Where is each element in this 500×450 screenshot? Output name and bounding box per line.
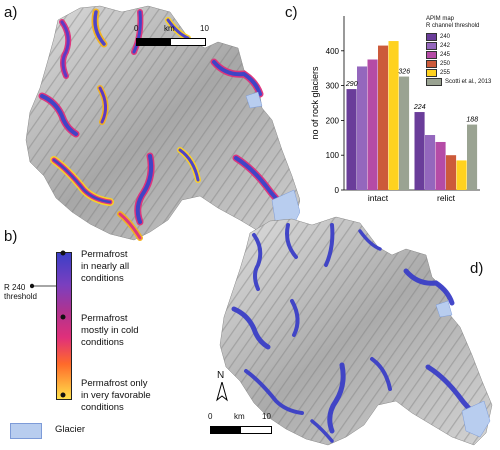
scale-bottom-max: 10 [262, 412, 271, 421]
bar-intact-255 [388, 41, 399, 190]
bar-relict-250 [446, 155, 457, 190]
x-tick-label-relict: relict [437, 193, 456, 203]
glacier-label: Glacier [55, 424, 86, 435]
bar-intact-250 [378, 45, 389, 190]
bar-intact-242 [357, 66, 368, 190]
bar-relict-255 [456, 160, 467, 190]
x-tick-label-intact: intact [368, 193, 389, 203]
y-tick-label: 300 [326, 82, 340, 91]
legend-swatch-scotti [426, 78, 442, 86]
panel-label-c: c) [285, 4, 298, 21]
data-label-intact-last: 326 [398, 69, 410, 76]
panel-label-d: d) [470, 260, 484, 277]
legend-label-scotti: Scotti et al., 2013 [445, 78, 492, 85]
bar-relict-240 [414, 112, 425, 190]
legend-label-255: 255 [440, 69, 451, 76]
map-a [25, 5, 300, 241]
scale-bottom-zero: 0 [208, 412, 213, 421]
bar-relict-245 [435, 141, 446, 190]
legend-swatch-245 [426, 51, 437, 59]
scale-top-max: 10 [200, 24, 209, 33]
y-tick-label: 400 [326, 47, 340, 56]
legend-item-255: 255 [426, 69, 450, 77]
legend-label-250: 250 [440, 60, 451, 67]
legend-swatch-242 [426, 42, 437, 50]
y-tick-label: 100 [326, 151, 340, 160]
data-label-relict-first: 224 [413, 104, 426, 111]
legend-swatch-250 [426, 60, 437, 68]
chart-legend-title: APIM map R channel threshold [426, 16, 480, 29]
chart-legend: APIM map R channel threshold 240 242 245… [426, 16, 500, 128]
scale-bar-top: 0 km 10 [134, 24, 209, 48]
scale-top-zero: 0 [134, 24, 139, 33]
panel-label-a: a) [4, 4, 18, 21]
legend-item-240: 240 [426, 33, 450, 41]
bar-relict-Scotti [467, 124, 478, 190]
legend-swatch-255 [426, 69, 437, 77]
map-d-glaciers [435, 300, 491, 438]
bar-intact-245 [367, 59, 378, 190]
map-d [219, 216, 493, 446]
legend-label-245: 245 [440, 51, 451, 58]
legend-label-242: 242 [440, 42, 451, 49]
data-label-relict-last: 188 [466, 117, 478, 124]
permafrost-cold-label: Permafrost mostly in cold conditions [81, 313, 139, 348]
legend-label-240: 240 [440, 33, 451, 40]
permafrost-favorable-label: Permafrost only in very favorable condit… [81, 378, 151, 413]
north-arrow-label: N [217, 370, 225, 381]
legend-item-scotti: Scotti et al., 2013 [426, 78, 491, 86]
scale-bar-bottom: 0 km 10 [208, 412, 282, 438]
y-tick-label: 0 [335, 186, 340, 195]
north-arrow: N [212, 370, 232, 404]
map-d-permafrost [231, 223, 485, 443]
legend-item-245: 245 [426, 51, 450, 59]
legend-item-242: 242 [426, 42, 450, 50]
y-tick-label: 200 [326, 116, 340, 125]
legend-swatch-240 [426, 33, 437, 41]
colorbar-markers [30, 250, 66, 398]
data-label-intact-first: 290 [345, 81, 358, 88]
scale-top-unit: km [164, 24, 175, 33]
bar-intact-240 [346, 89, 357, 190]
bar-intact-Scotti [399, 76, 410, 190]
north-arrow-icon [216, 382, 228, 402]
glacier-swatch [10, 423, 42, 439]
legend-item-250: 250 [426, 60, 450, 68]
scale-bottom-unit: km [234, 412, 245, 421]
rock-glacier-chart: 0 100 200 300 400 no of rock glaciers intact 29… [310, 16, 480, 203]
permafrost-all-label: Permafrost in nearly all conditions [81, 249, 130, 284]
bar-relict-242 [425, 135, 436, 190]
panel-label-b: b) [4, 228, 18, 245]
y-axis-title: no of rock glaciers [310, 66, 320, 140]
r240-threshold-label: R 240 threshold [4, 283, 37, 301]
